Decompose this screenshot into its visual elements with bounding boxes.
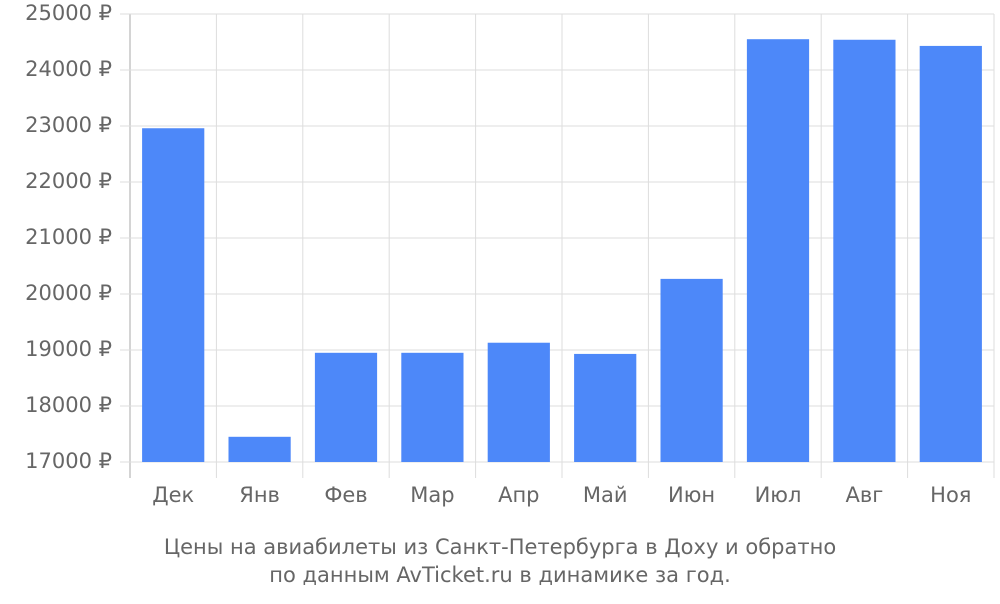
- x-tick-label: Янв: [239, 483, 280, 507]
- bar: [401, 352, 464, 462]
- bar: [660, 278, 723, 462]
- bar: [487, 342, 550, 462]
- y-tick-label: 17000 ₽: [25, 449, 112, 473]
- bar: [574, 353, 637, 462]
- y-tick-label: 23000 ₽: [25, 113, 112, 137]
- x-tick-label: Ноя: [930, 483, 971, 507]
- x-tick-label: Авг: [846, 483, 884, 507]
- x-tick-label: Июн: [668, 483, 715, 507]
- chart-subtitle: по данным AvTicket.ru в динамике за год.: [269, 563, 731, 587]
- bar: [919, 45, 982, 463]
- x-tick-label: Май: [583, 483, 628, 507]
- x-tick-label: Фев: [324, 483, 367, 507]
- bar: [833, 39, 896, 462]
- x-tick-label: Апр: [498, 483, 539, 507]
- y-tick-label: 22000 ₽: [25, 169, 112, 193]
- y-tick-label: 18000 ₽: [25, 393, 112, 417]
- x-tick-label: Июл: [755, 483, 802, 507]
- y-tick-label: 19000 ₽: [25, 337, 112, 361]
- y-tick-label: 20000 ₽: [25, 281, 112, 305]
- y-tick-label: 21000 ₽: [25, 225, 112, 249]
- chart-title: Цены на авиабилеты из Санкт-Петербурга в…: [164, 535, 836, 559]
- y-tick-label: 25000 ₽: [25, 1, 112, 25]
- y-tick-label: 24000 ₽: [25, 57, 112, 81]
- bar: [228, 436, 291, 462]
- x-tick-label: Мар: [410, 483, 454, 507]
- bar: [746, 39, 810, 462]
- x-tick-label: Дек: [152, 483, 194, 507]
- bar: [142, 128, 205, 463]
- bar: [314, 352, 378, 462]
